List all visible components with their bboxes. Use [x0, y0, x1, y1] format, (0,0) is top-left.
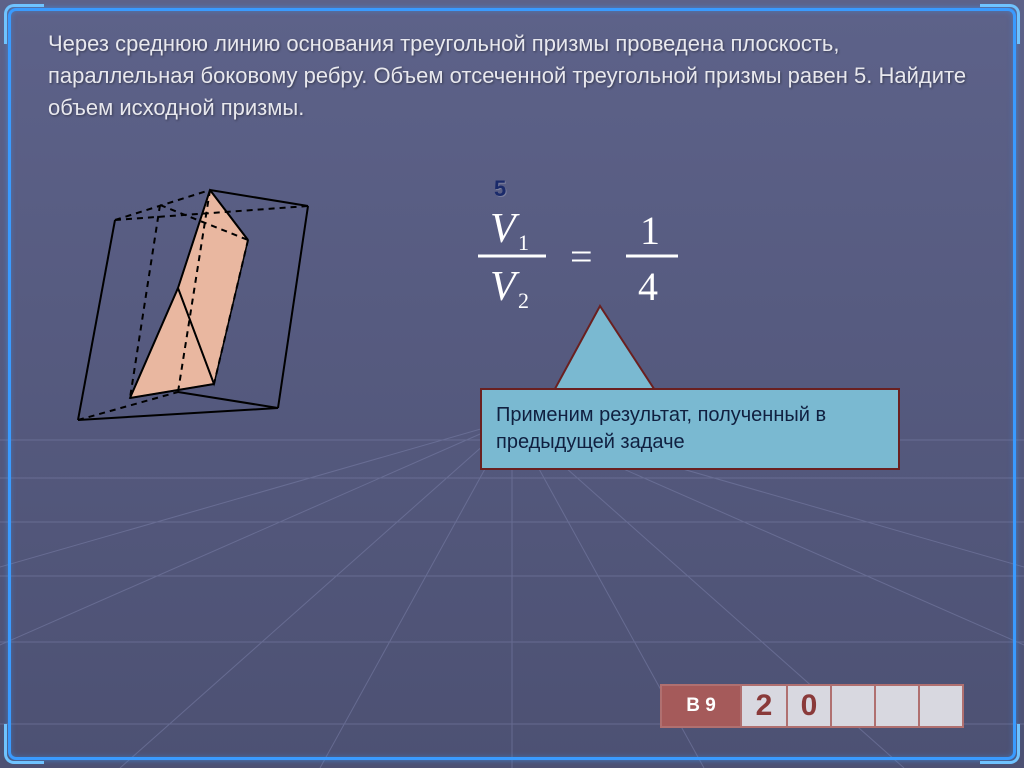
answer-cell-2[interactable]: [830, 686, 874, 726]
frame-corner-tr: [980, 4, 1020, 44]
answer-cells: 2 0: [742, 686, 962, 726]
volume-ratio-formula: V 1 V 2 = 1 4: [450, 200, 750, 310]
frame-corner-br: [980, 724, 1020, 764]
problem-statement: Через среднюю линию основания треугольно…: [48, 28, 976, 124]
answer-cell-4[interactable]: [918, 686, 962, 726]
formula-rhs-num: 1: [640, 208, 660, 253]
hint-text: Применим результат, полученный в предыду…: [480, 388, 900, 470]
answer-cell-1[interactable]: 0: [786, 686, 830, 726]
answer-cell-3[interactable]: [874, 686, 918, 726]
given-value-label: 5: [494, 176, 506, 202]
answer-strip: В 9 2 0: [660, 684, 964, 728]
formula-sub1: 1: [518, 230, 529, 255]
answer-cell-0[interactable]: 2: [742, 686, 786, 726]
frame-corner-bl: [4, 724, 44, 764]
answer-label: В 9: [662, 686, 742, 726]
formula-v1: V: [490, 206, 520, 252]
hint-callout: Применим результат, полученный в предыду…: [540, 300, 900, 470]
formula-equals: =: [570, 234, 593, 279]
frame-corner-tl: [4, 4, 44, 44]
prism-diagram: [60, 160, 360, 440]
